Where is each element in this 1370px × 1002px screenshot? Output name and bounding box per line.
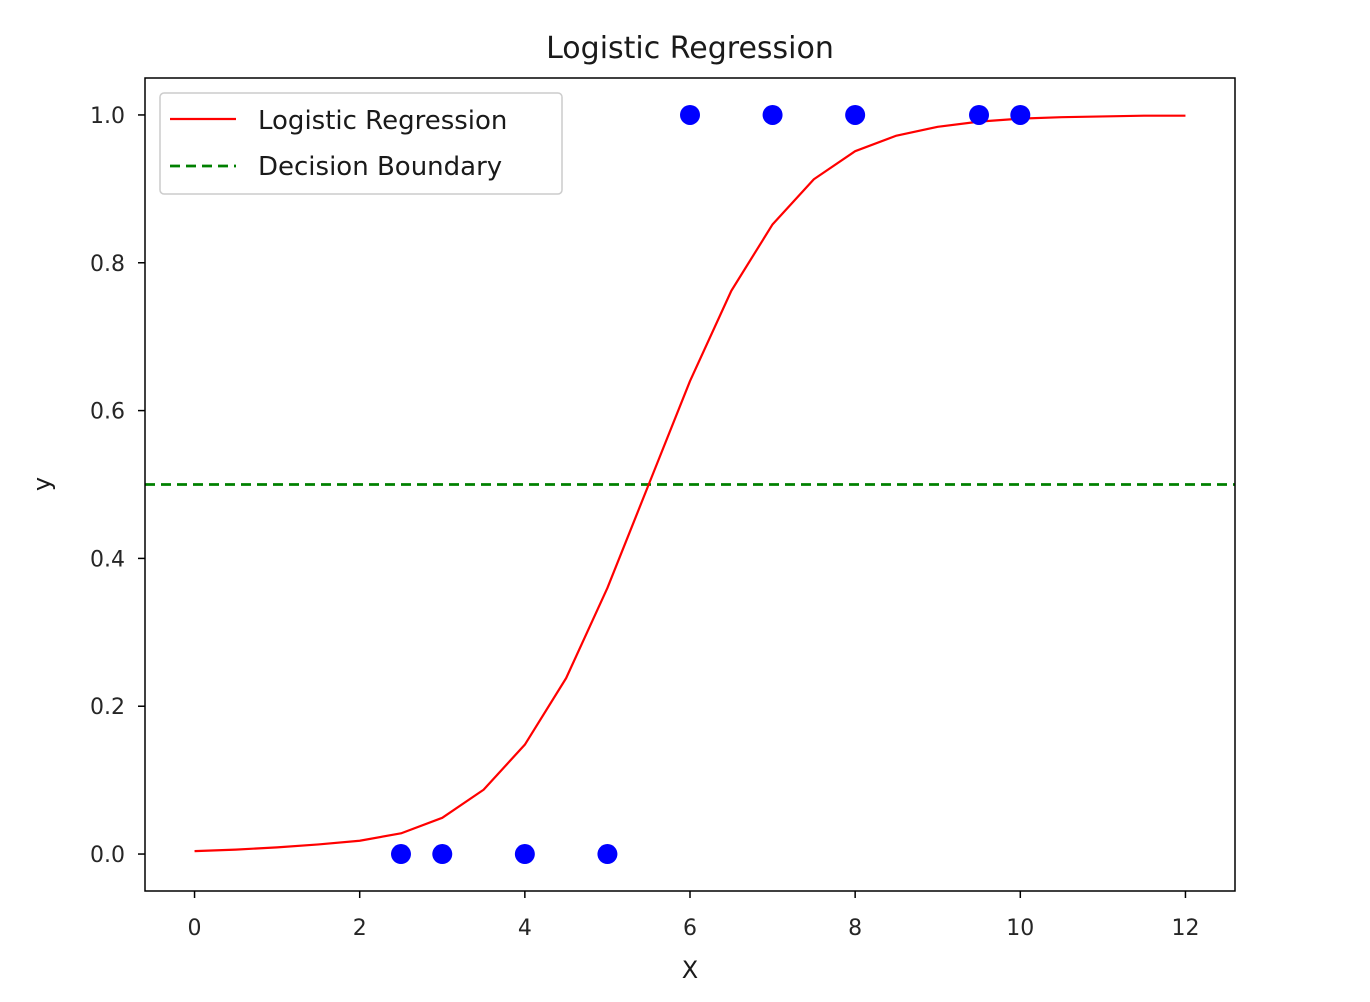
legend-label-decision-boundary: Decision Boundary — [258, 152, 502, 182]
y-tick-label: 0.2 — [90, 695, 125, 720]
x-tick-label: 10 — [1006, 916, 1034, 941]
chart-title: Logistic Regression — [546, 31, 834, 66]
legend-box — [159, 92, 563, 195]
y-tick-label: 1.0 — [90, 104, 125, 129]
data-point — [680, 104, 700, 125]
data-point — [390, 844, 411, 865]
plot-area — [144, 77, 1236, 892]
y-tick-label: 0.0 — [90, 843, 125, 868]
x-axis: 0 2 4 6 8 10 12 — [188, 891, 1199, 941]
y-tick-label: 0.8 — [90, 252, 125, 277]
data-point — [762, 104, 783, 125]
x-tick-label: 6 — [683, 916, 697, 941]
x-axis-label: X — [682, 956, 698, 984]
data-point — [597, 844, 618, 865]
data-point — [1010, 104, 1031, 125]
y-tick-label: 0.4 — [90, 547, 125, 572]
legend: Logistic Regression Decision Boundary — [159, 92, 563, 195]
data-point — [432, 844, 453, 865]
y-axis-label: y — [28, 477, 56, 491]
x-tick-label: 12 — [1171, 916, 1199, 941]
data-point — [845, 104, 866, 125]
x-tick-label: 0 — [188, 916, 202, 941]
legend-label-logistic-regression: Logistic Regression — [258, 106, 507, 136]
x-tick-label: 4 — [518, 916, 532, 941]
y-axis: 0.0 0.2 0.4 0.6 0.8 1.0 — [90, 104, 145, 868]
data-point — [969, 104, 990, 125]
y-tick-label: 0.6 — [90, 400, 125, 425]
x-tick-label: 2 — [353, 916, 367, 941]
data-point — [514, 844, 535, 865]
x-tick-label: 8 — [848, 916, 862, 941]
